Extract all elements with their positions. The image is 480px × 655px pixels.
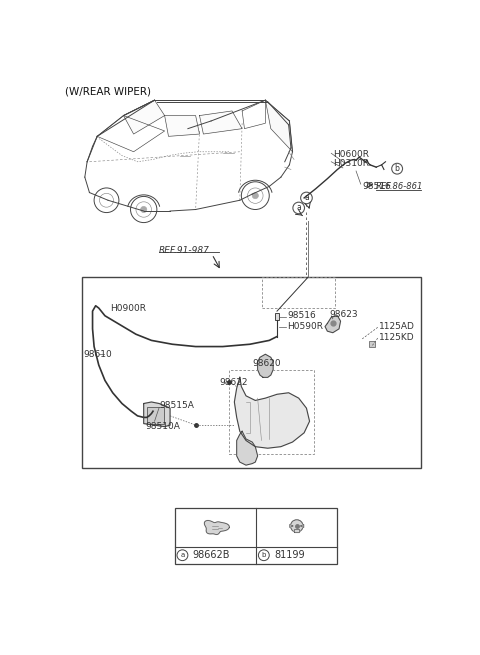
Text: 98516: 98516	[287, 311, 316, 320]
Text: a: a	[180, 552, 185, 558]
Text: 1125AD: 1125AD	[379, 322, 415, 331]
Polygon shape	[123, 100, 165, 134]
Bar	[147, 407, 164, 424]
Text: REF.86-861: REF.86-861	[376, 182, 423, 191]
Bar	[82, 277, 421, 468]
Polygon shape	[200, 111, 242, 134]
Text: 98510A: 98510A	[145, 422, 180, 431]
Text: 81199: 81199	[274, 550, 304, 560]
Circle shape	[141, 206, 147, 213]
Polygon shape	[325, 316, 340, 333]
Text: a: a	[304, 193, 309, 202]
Text: 98623: 98623	[330, 310, 359, 319]
Text: b: b	[395, 164, 399, 173]
Text: (W/REAR WIPER): (W/REAR WIPER)	[65, 86, 151, 96]
Circle shape	[290, 520, 303, 532]
Bar	[262, 277, 335, 308]
Bar	[175, 508, 337, 564]
Text: 98662B: 98662B	[192, 550, 230, 560]
Text: b: b	[262, 552, 266, 558]
Text: H0900R: H0900R	[110, 303, 146, 312]
Polygon shape	[234, 377, 310, 448]
Polygon shape	[204, 521, 229, 534]
Bar	[275, 314, 279, 320]
Text: H0600R: H0600R	[333, 150, 369, 159]
Text: 98515A: 98515A	[159, 402, 194, 410]
Polygon shape	[258, 354, 273, 377]
Polygon shape	[165, 115, 200, 136]
Text: REF.91-987: REF.91-987	[159, 246, 210, 255]
Text: 98610: 98610	[83, 350, 112, 359]
Text: 98516: 98516	[362, 182, 391, 191]
Text: H0590R: H0590R	[287, 322, 323, 331]
Circle shape	[252, 193, 258, 198]
Polygon shape	[294, 529, 299, 532]
Polygon shape	[300, 525, 304, 527]
Text: 98622: 98622	[219, 378, 247, 387]
Text: a: a	[296, 204, 301, 212]
Text: 98620: 98620	[252, 359, 281, 368]
Polygon shape	[265, 100, 292, 152]
Polygon shape	[144, 402, 170, 426]
Polygon shape	[237, 431, 258, 465]
Bar	[229, 369, 314, 455]
Text: 1125KD: 1125KD	[379, 333, 415, 342]
Polygon shape	[290, 525, 293, 527]
Text: H0310R: H0310R	[333, 159, 369, 168]
